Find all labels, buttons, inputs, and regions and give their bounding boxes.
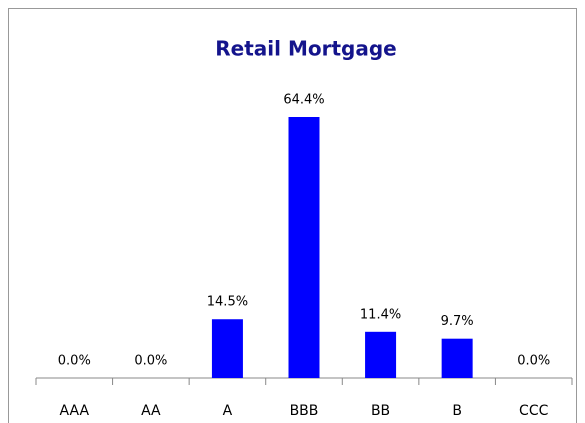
value-label: 0.0% [134,354,167,369]
value-label: 14.5% [207,295,248,310]
x-tick-label: BB [371,403,390,419]
x-tick-label: AAA [60,403,90,419]
bar [365,331,397,378]
x-tick-label: B [452,403,462,419]
value-label: 64.4% [283,93,324,108]
chart-title: Retail Mortgage [215,37,396,61]
value-label: 0.0% [58,354,91,369]
bar [441,338,473,378]
value-label: 0.0% [517,354,550,369]
value-label: 11.4% [360,307,401,322]
value-label: 9.7% [441,314,474,329]
x-tick-label: AA [141,403,161,419]
bar [211,319,243,378]
bar [288,117,320,378]
x-tick-label: BBB [290,403,319,419]
x-tick-label: A [223,403,233,419]
x-tick-label: CCC [519,403,549,419]
